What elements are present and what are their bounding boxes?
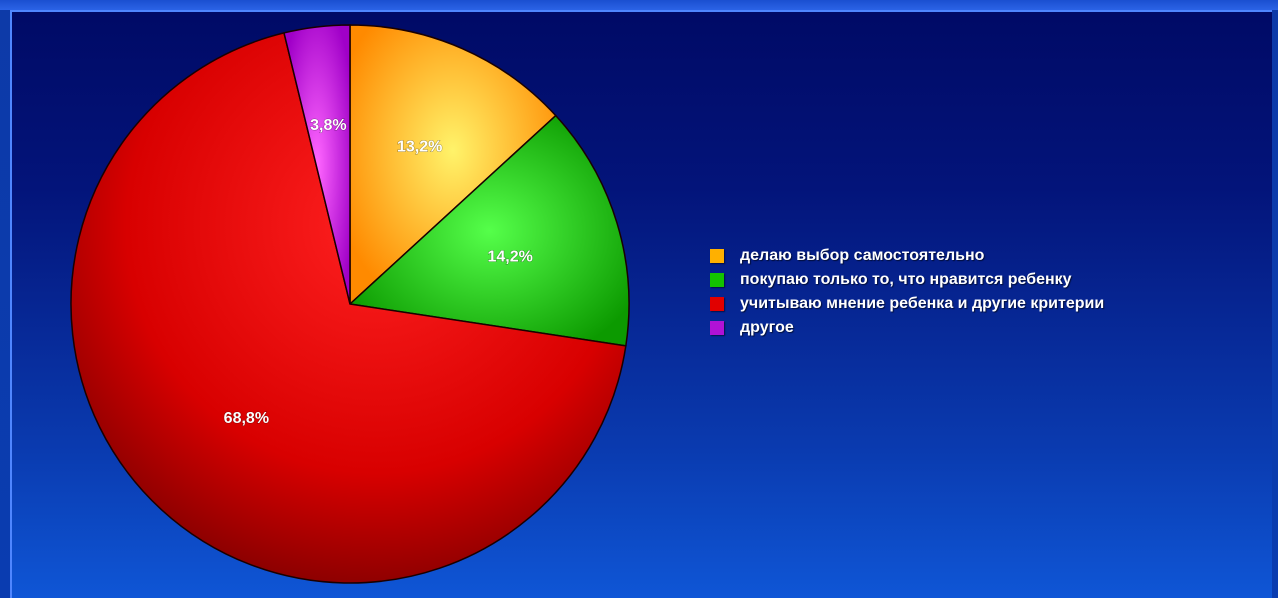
legend-swatch: [710, 297, 724, 311]
legend: делаю выбор самостоятельно покупаю тольк…: [710, 244, 1104, 340]
legend-label: учитываю мнение ребенка и другие критери…: [740, 295, 1105, 312]
legend-swatch: [710, 273, 724, 287]
legend-label: другое: [740, 319, 794, 336]
top-strip: [0, 0, 1278, 10]
slice-value-label: 14,2%: [487, 248, 532, 265]
pie-slice: [349, 24, 557, 306]
pie-slice: [283, 24, 351, 305]
slice-value-label: 68,8%: [224, 410, 269, 427]
legend-item: делаю выбор самостоятельно: [710, 244, 1104, 268]
pie-slice: [70, 32, 627, 584]
legend-swatch: [710, 249, 724, 263]
legend-item: покупаю только то, что нравится ребенку: [710, 268, 1104, 292]
legend-swatch: [710, 321, 724, 335]
slice-value-label: 13,2%: [397, 139, 442, 156]
legend-label: покупаю только то, что нравится ребенку: [740, 271, 1072, 288]
legend-item: другое: [710, 316, 1104, 340]
slice-value-label: 3,8%: [310, 117, 346, 134]
legend-label: делаю выбор самостоятельно: [740, 247, 985, 264]
pie-slice: [348, 114, 630, 347]
legend-item: учитываю мнение ребенка и другие критери…: [710, 292, 1104, 316]
